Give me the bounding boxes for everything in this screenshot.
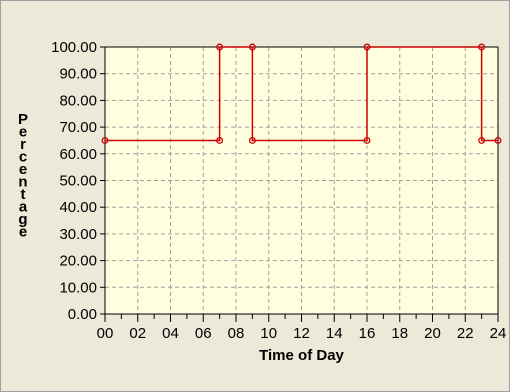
y-axis-title-letter: e [19,161,27,178]
y-axis-title-letter: a [19,199,28,216]
data-point [248,43,256,51]
x-tick-label: 12 [293,325,310,342]
y-axis-title-letter: r [20,136,26,153]
y-tick-labels: 0.00 10.00 20.00 30.00 40.00 50.00 60.00 70.00 8… [51,39,97,323]
y-axis-title-letter: P [18,111,28,128]
data-point [363,43,371,51]
y-tick-label: 50.00 [59,173,97,190]
y-axis-title-letter: e [19,224,27,241]
x-tick-label: 14 [326,325,343,342]
data-point [478,136,486,144]
x-tick-label: 10 [260,325,277,342]
x-tick-label: 02 [129,325,146,342]
x-tick-label: 00 [97,325,114,342]
y-tick-label: 10.00 [59,279,97,296]
y-tick-label: 30.00 [59,226,97,243]
x-tick-label: 08 [228,325,245,342]
x-tick-label: 16 [359,325,376,342]
x-tick-label: 04 [162,325,179,342]
series-line [105,46,498,142]
data-point [494,136,502,144]
data-point [363,136,371,144]
plot-border [104,46,499,315]
x-tick-label: 24 [490,325,507,342]
data-point [248,136,256,144]
y-axis-title-letter: t [21,186,26,203]
y-tick-label: 40.00 [59,199,97,216]
axes [100,46,499,322]
y-tick-label: 70.00 [59,119,97,136]
x-tick-label: 20 [424,325,441,342]
x-tick-label: 22 [457,325,474,342]
y-tick-label: 60.00 [59,146,97,163]
y-axis-title-letter: e [19,124,27,141]
data-point [101,136,109,144]
y-tick-label: 80.00 [59,92,97,109]
series-layer [101,43,502,144]
y-tick-label: 90.00 [59,66,97,83]
y-tick-label: 100.00 [51,39,97,56]
y-axis-title-letter: n [18,174,27,191]
x-tick-label: 06 [195,325,212,342]
x-tick-label: 18 [391,325,408,342]
data-point [478,43,486,51]
y-tick-label: 20.00 [59,253,97,270]
y-axis-title-letter: g [18,211,27,228]
x-axis-title: Time of Day [259,347,344,364]
x-tick-labels: 00 02 04 06 08 10 12 14 16 18 20 22 24 [97,325,507,342]
y-axis-title-letter: c [19,149,27,166]
data-point [216,43,224,51]
data-point [216,136,224,144]
y-tick-label: 0.00 [68,306,97,323]
